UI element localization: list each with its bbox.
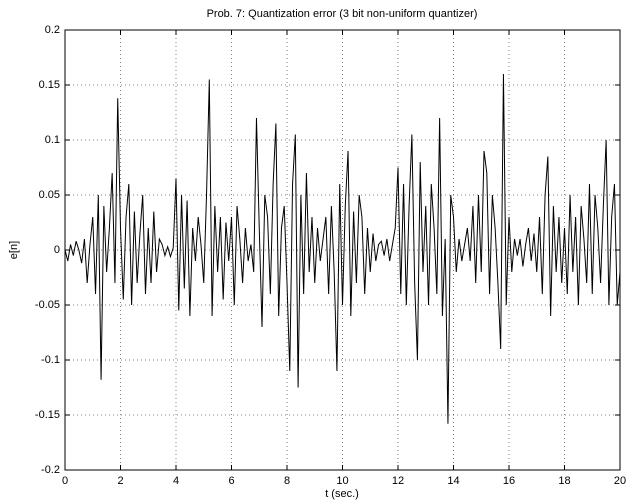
x-axis-label: t (sec.) — [325, 488, 359, 500]
x-tick-label: 10 — [336, 475, 348, 487]
chart-title: Prob. 7: Quantization error (3 bit non-u… — [207, 8, 478, 20]
y-tick-label: 0.2 — [45, 24, 60, 36]
x-tick-label: 20 — [614, 475, 626, 487]
x-tick-label: 2 — [117, 475, 123, 487]
y-tick-label: 0.15 — [39, 79, 60, 91]
x-tick-label: 16 — [503, 475, 515, 487]
y-tick-label: -0.15 — [35, 409, 60, 421]
x-tick-label: 0 — [62, 475, 68, 487]
y-tick-label: 0 — [54, 244, 60, 256]
y-tick-label: 0.05 — [39, 189, 60, 201]
x-tick-label: 4 — [173, 475, 179, 487]
x-tick-label: 18 — [558, 475, 570, 487]
x-tick-label: 8 — [284, 475, 290, 487]
y-tick-label: 0.1 — [45, 134, 60, 146]
x-tick-label: 14 — [447, 475, 459, 487]
y-axis-label: e[n] — [8, 241, 20, 259]
data-line — [64, 73, 621, 424]
x-tick-label: 6 — [228, 475, 234, 487]
y-tick-label: -0.2 — [41, 464, 60, 476]
y-tick-label: -0.05 — [35, 299, 60, 311]
x-tick-label: 12 — [392, 475, 404, 487]
y-tick-label: -0.1 — [41, 354, 60, 366]
